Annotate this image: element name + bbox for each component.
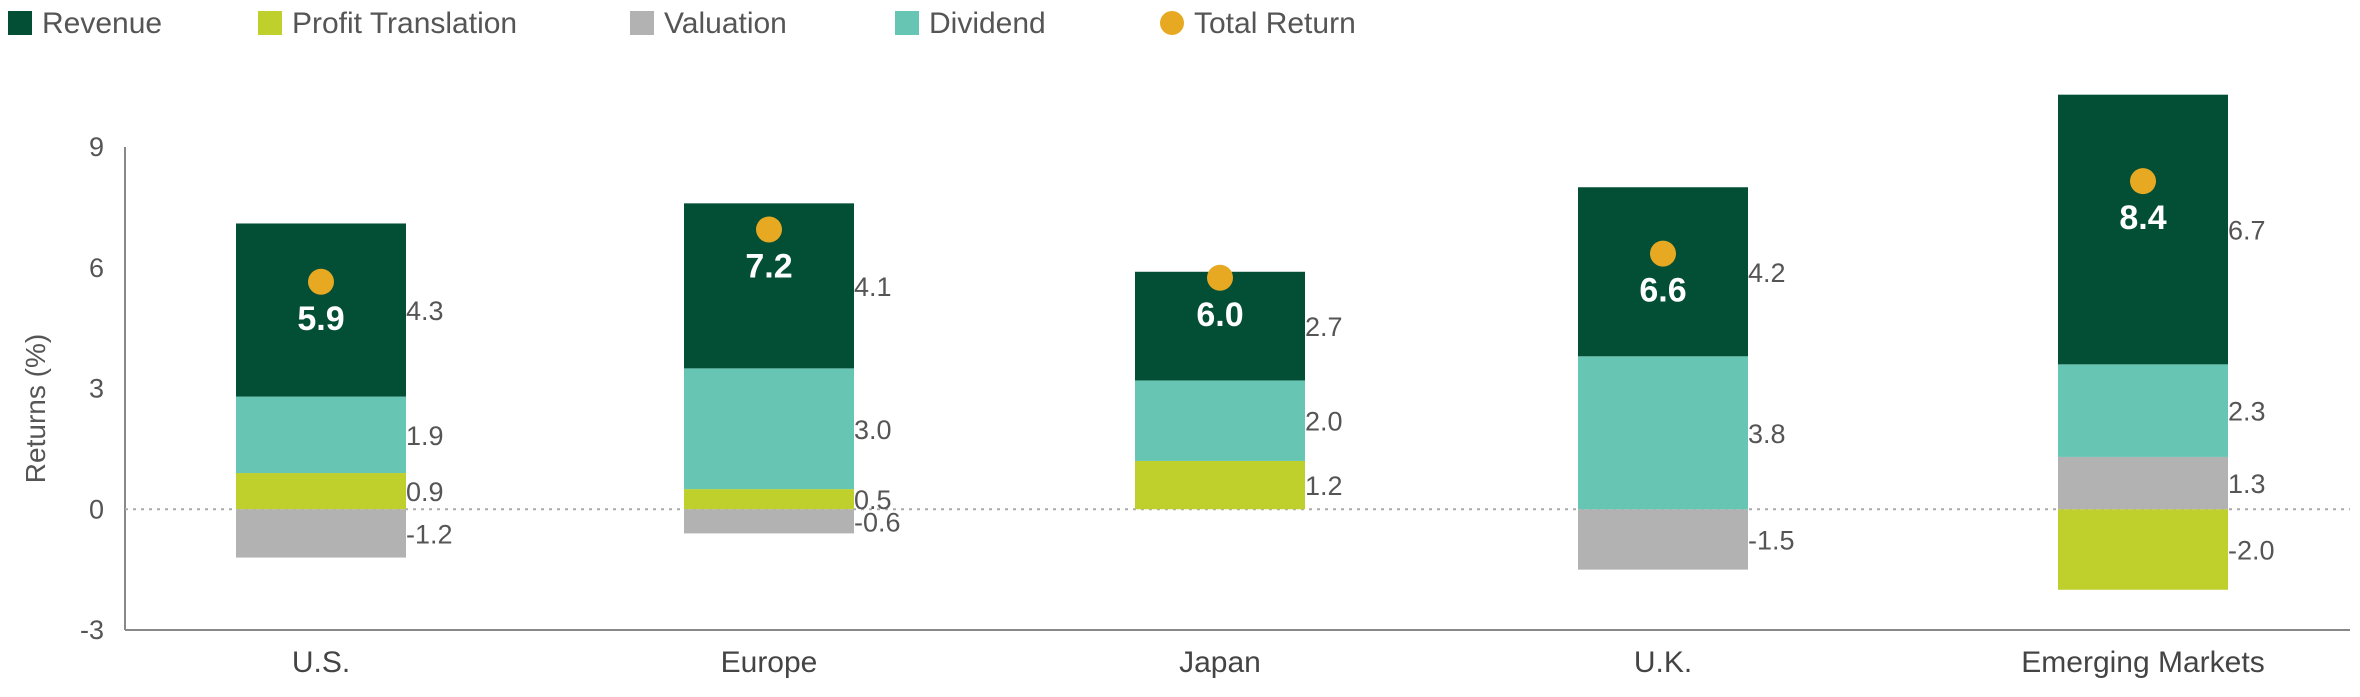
legend-label: Total Return bbox=[1194, 7, 1356, 40]
bar-value-label: 2.7 bbox=[1305, 312, 1343, 342]
bar-value-label: 3.8 bbox=[1748, 419, 1786, 449]
legend-swatch bbox=[630, 11, 654, 35]
bar-segment bbox=[236, 223, 406, 397]
bar-segment bbox=[1578, 356, 1748, 510]
legend-label: Dividend bbox=[929, 7, 1046, 40]
total-return-label: 6.0 bbox=[1196, 296, 1243, 334]
bar-segment bbox=[1578, 187, 1748, 357]
x-category-label: Japan bbox=[1179, 646, 1261, 679]
bar-segment bbox=[2058, 509, 2228, 590]
bar-value-label: 1.2 bbox=[1305, 471, 1343, 501]
total-return-label: 8.4 bbox=[2119, 199, 2166, 237]
legend-marker bbox=[1160, 11, 1184, 35]
bar-segment bbox=[1135, 380, 1305, 461]
bar-segment bbox=[684, 509, 854, 534]
legend-label: Profit Translation bbox=[292, 7, 517, 40]
bar-value-label: 4.1 bbox=[854, 272, 892, 302]
bar-value-label: -1.5 bbox=[1748, 525, 1795, 555]
bar-value-label: 0.9 bbox=[406, 477, 444, 507]
x-category-label: U.S. bbox=[292, 646, 350, 679]
total-return-marker bbox=[308, 268, 334, 295]
legend-swatch bbox=[8, 11, 32, 35]
bar-value-label: -2.0 bbox=[2228, 536, 2275, 566]
bar-segment bbox=[2058, 94, 2228, 365]
y-tick-label: 9 bbox=[89, 132, 104, 162]
y-tick-label: 3 bbox=[89, 374, 104, 404]
bar-segment bbox=[2058, 364, 2228, 457]
legend-swatch bbox=[895, 11, 919, 35]
bar-segment bbox=[1578, 509, 1748, 570]
bar-value-label: 2.0 bbox=[1305, 407, 1343, 437]
total-return-label: 5.9 bbox=[297, 300, 344, 338]
total-return-marker bbox=[1207, 264, 1233, 291]
total-return-marker bbox=[1650, 240, 1676, 267]
bar-segment bbox=[236, 473, 406, 510]
bar-value-label: 6.7 bbox=[2228, 216, 2266, 246]
bar-value-label: 0.5 bbox=[854, 485, 892, 515]
bar-value-label: 4.2 bbox=[1748, 258, 1786, 288]
bar-segment bbox=[1135, 460, 1305, 510]
legend-label: Valuation bbox=[664, 7, 787, 40]
y-tick-label: 6 bbox=[89, 253, 104, 283]
y-axis-label: Returns (%) bbox=[20, 334, 51, 483]
total-return-marker bbox=[756, 216, 782, 243]
total-return-marker bbox=[2130, 168, 2156, 195]
y-tick-label: 0 bbox=[89, 494, 104, 524]
bar-value-label: -1.2 bbox=[406, 519, 453, 549]
total-return-label: 6.6 bbox=[1639, 272, 1686, 310]
bar-value-label: 1.3 bbox=[2228, 469, 2266, 499]
bar-segment bbox=[684, 368, 854, 490]
bar-segment bbox=[2058, 456, 2228, 510]
x-category-label: Europe bbox=[721, 646, 818, 679]
bar-segment bbox=[684, 489, 854, 510]
bar-value-label: 4.3 bbox=[406, 296, 444, 326]
bar-value-label: -0.6 bbox=[854, 507, 901, 537]
bar-value-label: 1.9 bbox=[406, 421, 444, 451]
x-category-label: Emerging Markets bbox=[2021, 646, 2264, 679]
legend-label: Revenue bbox=[42, 7, 162, 40]
bar-value-label: 2.3 bbox=[2228, 397, 2266, 427]
legend-swatch bbox=[258, 11, 282, 35]
bar-value-label: 3.0 bbox=[854, 415, 892, 445]
bar-segment bbox=[236, 396, 406, 474]
y-tick-label: -3 bbox=[80, 615, 104, 645]
x-category-label: U.K. bbox=[1634, 646, 1692, 679]
bar-segment bbox=[236, 509, 406, 558]
total-return-label: 7.2 bbox=[745, 247, 792, 285]
